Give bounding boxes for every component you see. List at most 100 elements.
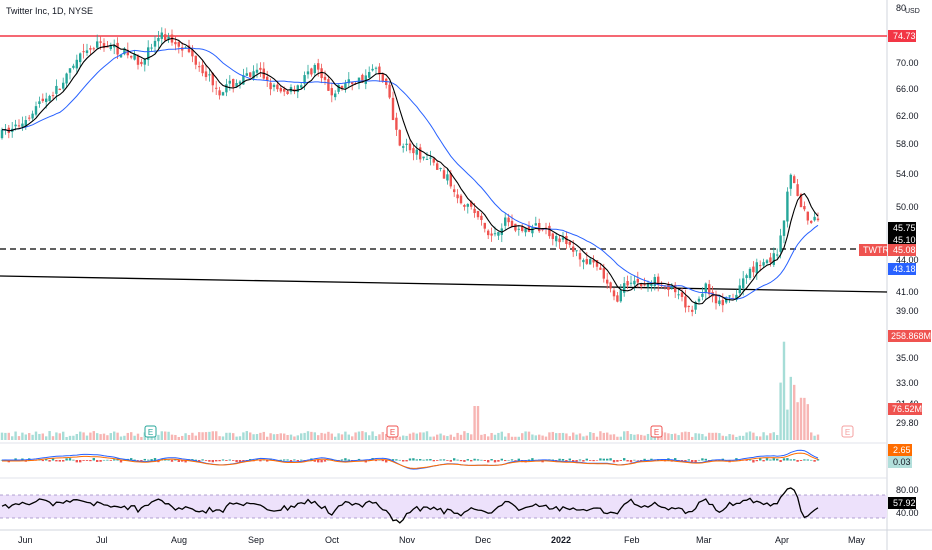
x-label-aug: Aug [171, 535, 187, 545]
badge-last-high[interactable]: 45.75 [888, 222, 916, 234]
candle-body [194, 55, 197, 65]
macd-bar [772, 458, 775, 461]
volume-bar [211, 431, 214, 440]
macd-bar [215, 460, 218, 462]
volume-bar [62, 431, 65, 440]
volume-bar [300, 433, 303, 440]
candle-body [415, 149, 418, 155]
macd-bar [286, 459, 289, 461]
candle-body [21, 123, 24, 127]
volume-bar [415, 433, 418, 440]
badge-last-close[interactable]: 45.10 [888, 234, 916, 246]
macd-bar [813, 460, 816, 462]
candle-body [221, 92, 225, 96]
volume-bar [102, 433, 106, 440]
volume-bar [208, 431, 211, 440]
volume-bar [262, 431, 265, 440]
candle-body [65, 73, 68, 84]
candle-body [361, 74, 364, 83]
earnings-marker-2[interactable]: E [386, 425, 399, 438]
volume-bar [310, 431, 313, 440]
volume-bar [425, 431, 429, 440]
volume-bar [68, 435, 72, 440]
volume-bar [745, 432, 748, 440]
volume-bar [385, 433, 388, 440]
macd-bar [493, 460, 497, 463]
candle-body [58, 88, 61, 91]
candle-body [235, 83, 238, 87]
badge-ticker[interactable]: TWTR 45.08 [859, 244, 916, 256]
volume-bar [442, 435, 446, 440]
volume-bar [629, 434, 633, 440]
volume-bar [109, 433, 112, 440]
volume-bar [711, 432, 714, 440]
macd-bar [650, 458, 653, 461]
macd-bar [599, 458, 602, 461]
badge-resistance[interactable]: 74.73 [888, 30, 916, 42]
earnings-marker-future[interactable]: E [841, 425, 854, 438]
x-label-oct: Oct [325, 535, 340, 545]
candle-body [565, 235, 568, 244]
volume-bar [38, 433, 41, 440]
badge-rsi[interactable]: 57.92 [888, 497, 916, 509]
candle-body [691, 309, 694, 312]
volume-bar [99, 434, 102, 440]
badge-macd-1[interactable]: 2.65 [888, 444, 912, 456]
macd-bar [221, 459, 225, 461]
candle-body [592, 259, 595, 263]
candle-body [721, 299, 724, 306]
candle-body [96, 41, 99, 48]
candles-layer [0, 27, 820, 317]
volume-bar [306, 431, 310, 440]
macd-bar [313, 460, 316, 462]
macd-bar [500, 458, 503, 461]
candle-body [473, 208, 476, 214]
volume-layer [0, 341, 820, 440]
volume-bar [606, 432, 609, 440]
volume-bar [65, 436, 68, 440]
macd-bar [776, 458, 779, 461]
volume-bar [198, 432, 201, 440]
volume-bar [510, 436, 514, 440]
volume-bar [592, 432, 595, 440]
volume-bar [456, 432, 459, 440]
volume-bar [58, 433, 61, 440]
badge-vol-max[interactable]: 258.868M [888, 330, 931, 342]
macd-bar [167, 459, 170, 461]
candle-body [755, 262, 758, 274]
macd-bar [79, 460, 82, 463]
candle-body [585, 259, 588, 264]
candle-body [765, 260, 769, 264]
candle-body [432, 158, 435, 163]
earnings-marker-1[interactable]: E [144, 425, 157, 438]
volume-bar [466, 432, 469, 440]
macd-bar [225, 460, 228, 461]
candle-body [310, 68, 313, 75]
badge-ma[interactable]: 43.18 [888, 263, 916, 275]
time-axis[interactable]: Jun Jul Aug Sep Oct Nov Dec 2022 Feb Mar… [18, 535, 866, 545]
price-axis[interactable]: 80 USD 70.00 66.00 62.00 58.00 54.00 50.… [896, 3, 920, 518]
candle-body [742, 278, 745, 289]
candle-body [255, 69, 259, 73]
candle-body [541, 229, 544, 231]
tick-50: 50.00 [896, 202, 919, 212]
volume-bar [388, 436, 391, 440]
macd-bar [789, 459, 792, 461]
badge-vol-cur[interactable]: 76.52M [888, 403, 922, 415]
macd-bar [55, 460, 58, 462]
x-label-2022: 2022 [551, 535, 571, 545]
volume-bar [738, 435, 741, 440]
candle-body [119, 54, 123, 58]
earnings-marker-3[interactable]: E [650, 425, 663, 438]
volume-bar [72, 435, 75, 440]
macd-bar [89, 460, 92, 462]
rsi-line [1, 487, 819, 524]
macd-bar [473, 458, 476, 461]
volume-bar [602, 432, 605, 440]
rsi-tick-80: 80.00 [896, 485, 919, 495]
badge-macd-2[interactable]: 0.03 [888, 456, 912, 468]
volume-bar [497, 432, 500, 440]
candle-body [368, 71, 371, 78]
volume-bar [578, 433, 582, 440]
